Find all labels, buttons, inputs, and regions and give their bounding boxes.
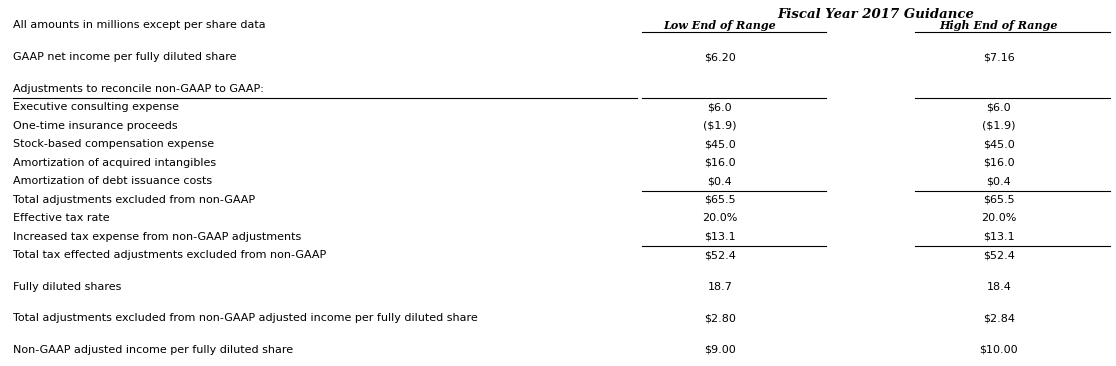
Text: $45.0: $45.0 [704, 139, 735, 149]
Text: $6.0: $6.0 [987, 102, 1011, 112]
Text: Effective tax rate: Effective tax rate [13, 213, 110, 223]
Text: Low End of Range: Low End of Range [663, 20, 777, 31]
Text: 18.4: 18.4 [987, 282, 1011, 292]
Text: $7.16: $7.16 [983, 52, 1014, 62]
Text: 20.0%: 20.0% [981, 213, 1017, 223]
Text: $13.1: $13.1 [983, 232, 1014, 242]
Text: $16.0: $16.0 [983, 158, 1014, 168]
Text: $13.1: $13.1 [704, 232, 735, 242]
Text: All amounts in millions except per share data: All amounts in millions except per share… [13, 20, 266, 30]
Text: $0.4: $0.4 [708, 176, 732, 186]
Text: Fiscal Year 2017 Guidance: Fiscal Year 2017 Guidance [778, 8, 974, 21]
Text: $2.80: $2.80 [704, 313, 735, 323]
Text: $10.00: $10.00 [980, 345, 1018, 355]
Text: ($1.9): ($1.9) [703, 121, 737, 131]
Text: Stock-based compensation expense: Stock-based compensation expense [13, 139, 214, 149]
Text: $2.84: $2.84 [983, 313, 1014, 323]
Text: $9.00: $9.00 [704, 345, 735, 355]
Text: Total tax effected adjustments excluded from non-GAAP: Total tax effected adjustments excluded … [13, 250, 327, 260]
Text: Fully diluted shares: Fully diluted shares [13, 282, 122, 292]
Text: GAAP net income per fully diluted share: GAAP net income per fully diluted share [13, 52, 237, 62]
Text: $65.5: $65.5 [704, 195, 735, 205]
Text: $6.20: $6.20 [704, 52, 735, 62]
Text: Increased tax expense from non-GAAP adjustments: Increased tax expense from non-GAAP adju… [13, 232, 301, 242]
Text: Total adjustments excluded from non-GAAP: Total adjustments excluded from non-GAAP [13, 195, 256, 205]
Text: ($1.9): ($1.9) [982, 121, 1016, 131]
Text: One-time insurance proceeds: One-time insurance proceeds [13, 121, 179, 131]
Text: Total adjustments excluded from non-GAAP adjusted income per fully diluted share: Total adjustments excluded from non-GAAP… [13, 313, 478, 323]
Text: 18.7: 18.7 [708, 282, 732, 292]
Text: Non-GAAP adjusted income per fully diluted share: Non-GAAP adjusted income per fully dilut… [13, 345, 294, 355]
Text: $65.5: $65.5 [983, 195, 1014, 205]
Text: $52.4: $52.4 [704, 250, 735, 260]
Text: Executive consulting expense: Executive consulting expense [13, 102, 180, 112]
Text: $0.4: $0.4 [987, 176, 1011, 186]
Text: 20.0%: 20.0% [702, 213, 738, 223]
Text: High End of Range: High End of Range [940, 20, 1058, 31]
Text: Adjustments to reconcile non-GAAP to GAAP:: Adjustments to reconcile non-GAAP to GAA… [13, 84, 264, 94]
Text: Amortization of debt issuance costs: Amortization of debt issuance costs [13, 176, 212, 186]
Text: $6.0: $6.0 [708, 102, 732, 112]
Text: $52.4: $52.4 [983, 250, 1014, 260]
Text: Amortization of acquired intangibles: Amortization of acquired intangibles [13, 158, 217, 168]
Text: $45.0: $45.0 [983, 139, 1014, 149]
Text: $16.0: $16.0 [704, 158, 735, 168]
